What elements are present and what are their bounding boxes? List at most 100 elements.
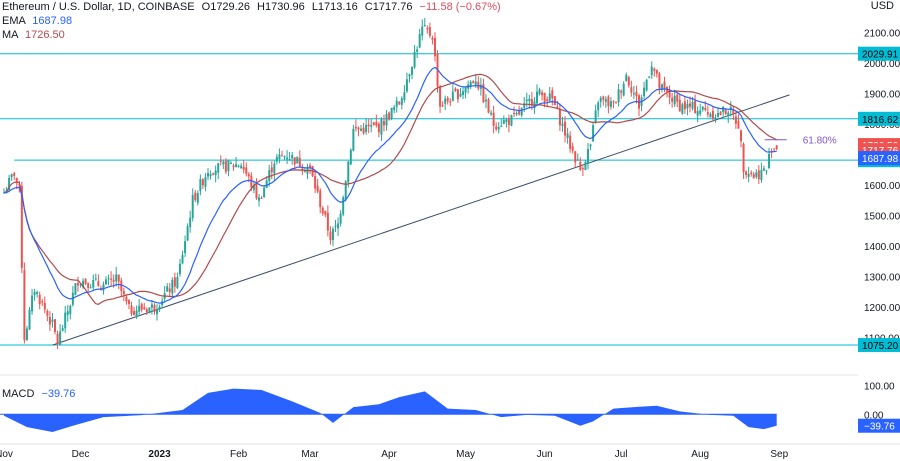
candle-body <box>760 169 763 181</box>
ema-label: EMA <box>2 15 26 27</box>
candle-body <box>125 297 128 302</box>
symbol-ohlc-row: Ethereum / U.S. Dollar, 1D, COINBASE O17… <box>2 0 501 14</box>
candle-body <box>382 121 385 126</box>
candle-body <box>252 185 255 190</box>
macd-legend[interactable]: MACD −39.76 <box>2 388 75 400</box>
ema-line <box>3 66 777 304</box>
candle-body <box>671 97 674 102</box>
candle-body <box>426 27 429 30</box>
candle-body <box>546 99 549 101</box>
level-price-label: 2029.91 <box>862 50 899 61</box>
candle-body <box>607 96 610 107</box>
candle-body <box>69 305 72 315</box>
candle-body <box>176 276 179 289</box>
candle-body <box>673 95 676 105</box>
time-tick-label: Mar <box>301 449 319 460</box>
candle-body <box>127 300 130 305</box>
candle-body <box>298 157 301 167</box>
candle-body <box>181 255 184 264</box>
candle-body <box>145 309 148 312</box>
candle-body <box>620 90 623 93</box>
candle-body <box>752 174 755 179</box>
candle-body <box>762 168 765 171</box>
candle-body <box>168 288 171 293</box>
ma-row[interactable]: MA 1726.50 <box>2 28 501 42</box>
candle-body <box>89 287 92 289</box>
candle-body <box>520 107 523 116</box>
candle-body <box>439 86 442 107</box>
ema-price-label-bg <box>858 151 900 166</box>
time-tick-label: Dec <box>72 449 90 460</box>
candle-body <box>632 93 635 95</box>
candle-body <box>390 107 393 119</box>
candle-body <box>219 161 222 163</box>
candle-body <box>283 156 286 158</box>
price-tick-label: 1900.00 <box>864 89 900 100</box>
candle-body <box>367 124 370 127</box>
candle-body <box>745 171 748 175</box>
candle-body <box>51 319 54 322</box>
candle-body <box>352 128 355 151</box>
candle-body <box>388 112 391 120</box>
candle-body <box>184 241 187 254</box>
candle-body <box>423 25 426 27</box>
candle-body <box>393 107 396 111</box>
candle-body <box>365 124 368 133</box>
macd-price-label-bg <box>858 418 900 433</box>
candle-body <box>500 125 503 127</box>
candle-body <box>706 112 709 115</box>
candle-body <box>492 112 495 126</box>
candle-body <box>732 109 735 114</box>
currency-label[interactable]: USD <box>870 0 894 12</box>
candle-body <box>43 302 46 310</box>
candle-body <box>418 34 421 48</box>
candle-body <box>278 154 281 159</box>
candle-body <box>324 210 327 215</box>
candle-body <box>456 89 459 100</box>
candle-body <box>525 99 528 102</box>
time-tick-label: Jun <box>537 449 553 460</box>
candle-body <box>296 156 299 164</box>
candle-body <box>630 87 633 93</box>
candle-body <box>342 197 345 215</box>
candle-body <box>303 170 306 172</box>
close-value: C1717.76 <box>364 1 413 13</box>
candle-body <box>650 66 653 76</box>
candle-body <box>750 172 753 175</box>
candle-body <box>678 99 681 112</box>
candle-body <box>329 231 332 241</box>
candle-body <box>737 120 740 129</box>
time-tick-label: Apr <box>381 449 397 460</box>
candle-body <box>469 81 472 87</box>
candle-body <box>143 307 146 310</box>
candle-body <box>186 226 189 241</box>
candle-body <box>569 135 572 149</box>
candle-body <box>523 103 526 108</box>
candle-body <box>602 96 605 100</box>
candle-body <box>773 148 776 150</box>
macd-area <box>4 388 777 432</box>
candle-body <box>561 123 564 127</box>
candle-body <box>357 127 360 130</box>
candle-body <box>191 194 194 219</box>
candle-body <box>10 174 13 178</box>
ema-row[interactable]: EMA 1687.98 <box>2 14 501 28</box>
candle-body <box>719 111 722 116</box>
price-tick-label: 1400.00 <box>864 242 900 253</box>
candle-body <box>747 173 750 177</box>
ma-value: 1726.50 <box>24 29 65 41</box>
candle-body <box>645 79 648 91</box>
candle-body <box>775 145 778 149</box>
price-tick-label: 1500.00 <box>864 211 900 222</box>
candle-body <box>717 113 720 117</box>
candle-body <box>433 37 436 57</box>
candle-body <box>704 107 707 110</box>
time-tick-label: Sep <box>770 449 788 460</box>
candle-body <box>625 74 628 81</box>
candle-body <box>617 89 620 103</box>
candle-body <box>148 307 151 314</box>
candle-body <box>31 295 34 312</box>
candle-body <box>222 161 225 165</box>
